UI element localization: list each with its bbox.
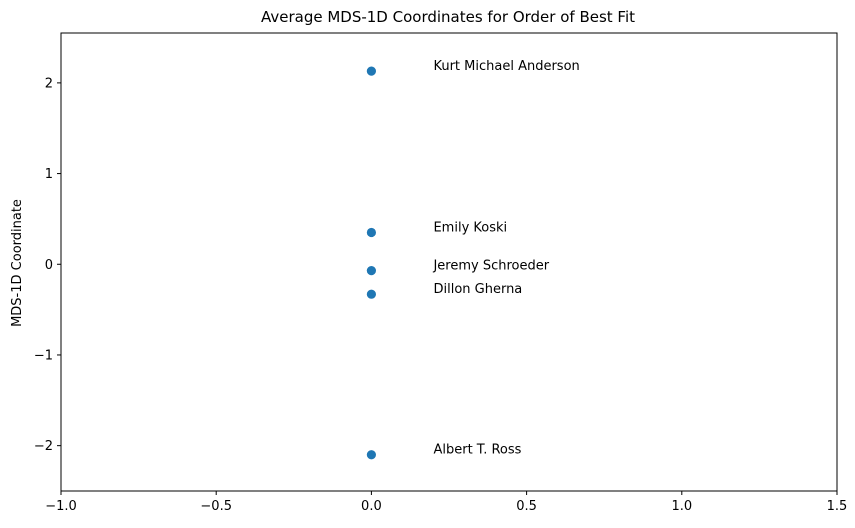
y-tick-label: −1: [34, 348, 53, 363]
point-label: Jeremy Schroeder: [432, 259, 549, 274]
point-label: Emily Koski: [433, 221, 507, 236]
data-point: [366, 289, 376, 299]
x-tick-label: −0.5: [200, 499, 232, 514]
data-point: [366, 227, 376, 238]
y-tick-label: 2: [45, 76, 53, 91]
plot-area: −1.0 −0.5 0.0 0.5 1.0 1.5 −2 −1 0 1 2 Kurt Michael …: [34, 59, 848, 514]
plot-frame: [60, 32, 838, 492]
chart-title: Average MDS-1D Coordinates for Order of …: [261, 8, 635, 26]
data-point: [366, 266, 376, 276]
x-tick-label: 1.0: [671, 499, 692, 514]
data-point: [366, 450, 376, 460]
y-axis-title: MDS-1D Coordinate: [10, 199, 25, 327]
x-tick-label: 0.5: [516, 499, 537, 514]
point-label: Kurt Michael Anderson: [433, 59, 579, 74]
y-tick-label: −2: [34, 439, 53, 454]
point-label: Dillon Gherna: [433, 282, 522, 297]
x-tick-label: −1.0: [45, 499, 77, 514]
y-tick-label: 0: [45, 258, 53, 273]
x-tick-label: 1.5: [827, 499, 848, 514]
data-point: [366, 66, 376, 76]
x-tick-label: 0.0: [361, 499, 382, 514]
y-tick-label: 1: [45, 167, 53, 182]
point-label: Albert T. Ross: [433, 443, 521, 458]
